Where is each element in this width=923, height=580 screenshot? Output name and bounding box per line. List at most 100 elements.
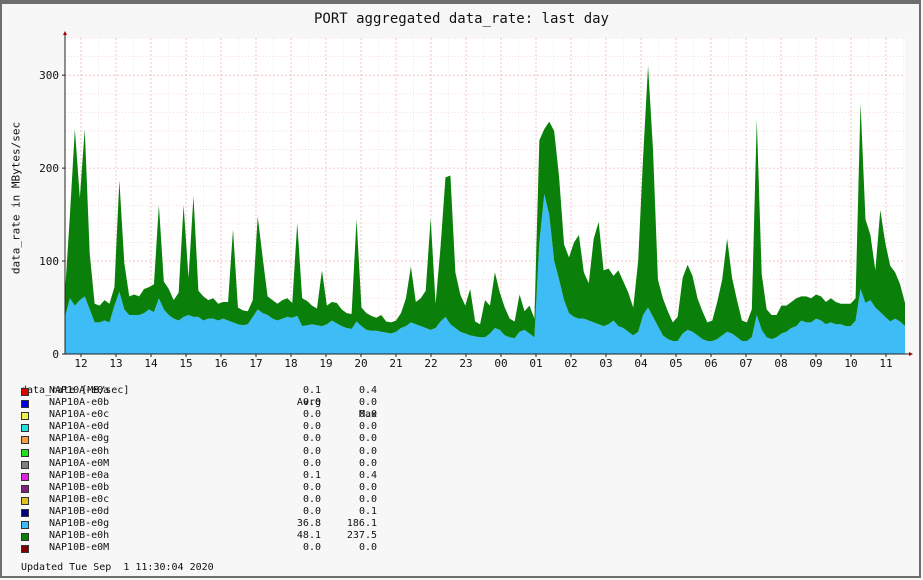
legend-series-max: 0.0: [358, 433, 377, 445]
x-tick-label: 07: [739, 357, 752, 370]
legend-swatch: [21, 472, 29, 481]
legend-series-max: 0.0: [358, 409, 377, 421]
legend-series-name: NAP10A-e0d: [49, 421, 110, 433]
y-tick-label: 100: [39, 255, 59, 268]
legend-header: data_rate [MB/sec] Avrg Max: [21, 373, 377, 420]
x-tick-label: 16: [214, 357, 227, 370]
legend-swatch: [21, 521, 29, 530]
x-tick-label: 23: [459, 357, 472, 370]
legend-item: NAP10A-e0g 0.0 0.0: [21, 433, 377, 445]
legend-series-max: 0.4: [358, 469, 377, 481]
legend-series-avg: 48.1: [296, 530, 321, 542]
legend-series-name: NAP10A-e0g: [49, 433, 110, 445]
legend-item: NAP10B-e0c 0.0 0.0: [21, 494, 377, 506]
legend-swatch: [21, 533, 29, 542]
legend-series-avg: 0.0: [302, 457, 321, 469]
y-tick-label: 300: [39, 69, 59, 82]
legend-item: NAP10A-e0a 0.1 0.4: [21, 385, 377, 397]
x-tick-label: 05: [669, 357, 682, 370]
series-area-NAP10A-e0h: [65, 65, 905, 341]
legend-series-avg: 0.0: [302, 493, 321, 505]
legend-series-max: 0.0: [358, 493, 377, 505]
legend-series-avg: 0.1: [302, 469, 321, 481]
legend-series-max: 0.0: [358, 481, 377, 493]
legend-series-avg: 0.0: [302, 445, 321, 457]
legend-series-avg: 0.1: [302, 385, 321, 397]
updated-timestamp: Updated Tue Sep 1 11:30:04 2020: [21, 562, 214, 573]
legend-series-name: NAP10B-e0g: [49, 518, 110, 530]
chart-title: PORT aggregated data_rate: last day: [313, 11, 609, 27]
legend-series-max: 237.5: [346, 530, 377, 542]
legend-item: NAP10B-e0d 0.0 0.1: [21, 506, 377, 518]
x-tick-label: 09: [809, 357, 822, 370]
legend-item: NAP10B-e0b 0.0 0.0: [21, 482, 377, 494]
legend-series-name: NAP10A-e0M: [49, 457, 110, 469]
legend-series-max: 0.0: [358, 397, 377, 409]
legend-series-name: NAP10A-e0h: [49, 445, 110, 457]
legend-swatch: [21, 436, 29, 445]
legend-series-name: NAP10B-e0d: [49, 506, 110, 518]
legend-swatch: [21, 496, 29, 505]
legend-series-name: NAP10A-e0c: [49, 409, 110, 421]
legend-item: NAP10A-e0M 0.0 0.0: [21, 458, 377, 470]
legend-item: NAP10A-e0h 0.0 0.0: [21, 446, 377, 458]
legend-header-name: data_rate [MB/sec]: [21, 385, 130, 396]
legend-series-max: 186.1: [346, 518, 377, 530]
legend-item: NAP10B-e0a 0.1 0.4: [21, 470, 377, 482]
legend-item: NAP10B-e0M 0.0 0.0: [21, 542, 377, 554]
legend-series-avg: 36.8: [296, 518, 321, 530]
legend-item: NAP10A-e0b 0.0 0.0: [21, 397, 377, 409]
x-tick-label: 03: [599, 357, 612, 370]
legend-series-max: 0.1: [358, 506, 377, 518]
x-tick-label: 12: [74, 357, 87, 370]
legend-series-name: NAP10B-e0a: [49, 469, 110, 481]
legend-swatch: [21, 545, 29, 554]
legend-item: NAP10A-e0c 0.0 0.0: [21, 409, 377, 421]
x-tick-label: 01: [529, 357, 542, 370]
x-tick-label: 15: [179, 357, 192, 370]
legend-series-name: NAP10B-e0M: [49, 542, 110, 554]
y-tick-label: 0: [52, 348, 59, 361]
x-tick-label: 00: [494, 357, 507, 370]
legend-series-max: 0.0: [358, 445, 377, 457]
legend-swatch: [21, 448, 29, 457]
legend-series-max: 0.4: [358, 385, 377, 397]
legend-series-name: NAP10B-e0c: [49, 493, 110, 505]
legend-series-avg: 0.0: [302, 433, 321, 445]
legend-series-name: NAP10A-e0a: [49, 385, 110, 397]
x-tick-label: 19: [319, 357, 332, 370]
legend-series-name: NAP10B-e0b: [49, 481, 110, 493]
x-tick-label: 20: [354, 357, 367, 370]
legend-series-avg: 0.0: [302, 397, 321, 409]
legend-item: NAP10A-e0d 0.0 0.0: [21, 421, 377, 433]
x-tick-label: 10: [844, 357, 857, 370]
y-tick-label: 200: [39, 162, 59, 175]
x-axis-arrow: [909, 352, 913, 356]
legend-series-max: 0.0: [358, 542, 377, 554]
x-tick-label: 18: [284, 357, 297, 370]
legend-swatch: [21, 484, 29, 493]
x-tick-label: 14: [144, 357, 158, 370]
x-tick-label: 11: [879, 357, 892, 370]
legend-swatch: [21, 388, 29, 397]
y-axis-arrow: [63, 31, 67, 35]
legend-swatch: [21, 460, 29, 469]
series-area-NAP10B-e0g: [65, 194, 905, 354]
legend-series-avg: 0.0: [302, 481, 321, 493]
legend-swatch: [21, 412, 29, 421]
x-tick-label: 21: [389, 357, 402, 370]
legend: data_rate [MB/sec] Avrg Max NAP10A-e0a 0.…: [21, 373, 377, 554]
legend-swatch: [21, 424, 29, 433]
legend-item: NAP10B-e0h 48.1 237.5: [21, 530, 377, 542]
legend-series-name: NAP10A-e0b: [49, 397, 110, 409]
legend-series-max: 0.0: [358, 421, 377, 433]
legend-series-name: NAP10B-e0h: [49, 530, 110, 542]
x-tick-label: 06: [704, 357, 717, 370]
legend-series-avg: 0.0: [302, 421, 321, 433]
legend-swatch: [21, 509, 29, 518]
x-tick-label: 17: [249, 357, 262, 370]
x-tick-label: 22: [424, 357, 437, 370]
legend-series-max: 0.0: [358, 457, 377, 469]
plot-area: 0 100 200 300 12 13 14 15 16 17 18 19 20 21 22 23 00 01 02…: [39, 31, 913, 370]
